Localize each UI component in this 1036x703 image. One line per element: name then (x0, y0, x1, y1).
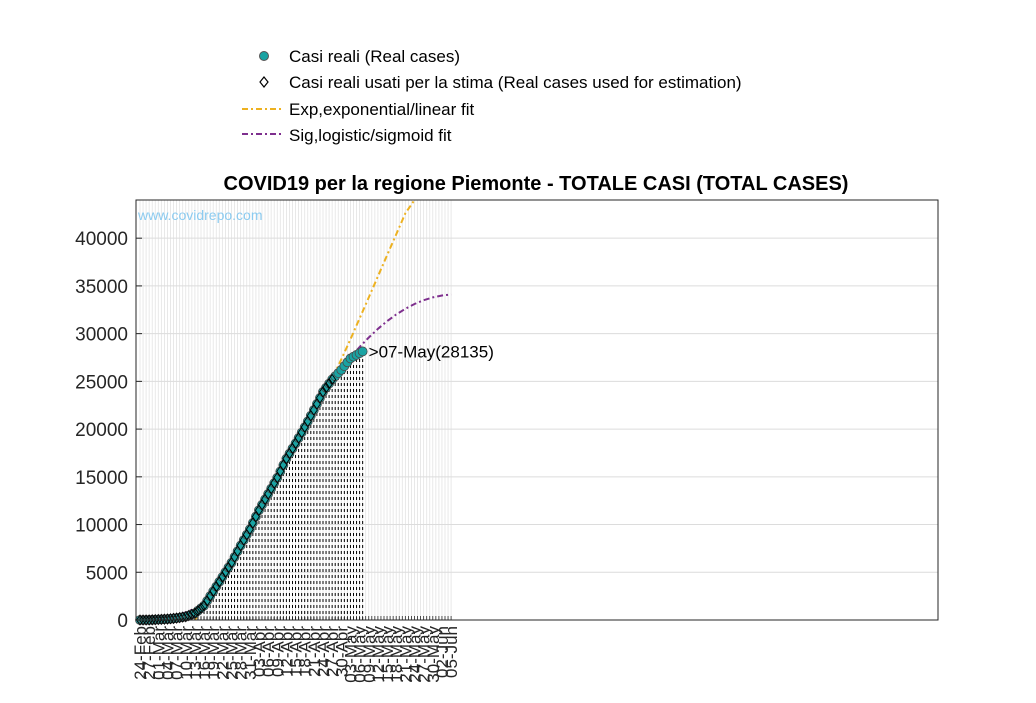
x-tick-label: 03-Apr (250, 626, 269, 677)
x-tick-label: 30-Apr (332, 626, 351, 677)
watermark: www.covidrepo.com (137, 207, 263, 223)
x-tick-label: 19-Mar (204, 626, 223, 680)
estimation-point (203, 595, 212, 607)
y-tick-label: 30000 (75, 325, 128, 346)
estimation-point (184, 609, 193, 622)
x-tick-label: 21-Apr (305, 626, 324, 677)
legend-label-exp: Exp,exponential/linear fit (289, 100, 475, 119)
estimation-point (154, 613, 163, 626)
estimation-point (169, 612, 178, 625)
real-case-point (357, 346, 368, 357)
x-tick-label: 06-May (351, 626, 370, 683)
y-tick-label: 10000 (75, 516, 128, 537)
x-tick-label: 09-May (360, 626, 379, 683)
x-tick-label: 25-Mar (223, 626, 242, 680)
x-tick-label: 04-Mar (158, 626, 177, 680)
y-tick-label: 40000 (75, 229, 128, 250)
estimation-point (172, 612, 181, 624)
estimation-point (224, 561, 233, 574)
x-tick-label: 24-Apr (314, 626, 333, 677)
x-tick-label: 15-Apr (287, 626, 306, 677)
x-tick-label: 27-May (415, 626, 434, 683)
legend-marker-estimation (259, 76, 269, 88)
legend: Casi reali (Real cases) Casi reali usati… (242, 47, 742, 145)
y-tick-label: 25000 (75, 372, 128, 393)
y-axis: 0 5000 10000 15000 20000 25000 30000 35000 40000 (75, 229, 142, 632)
estimation-point (142, 614, 151, 626)
x-tick-label: 01-Mar (149, 626, 168, 680)
estimation-point (322, 381, 331, 394)
x-tick-label: 24-May (406, 626, 425, 683)
estimation-point (318, 386, 328, 398)
estimation-point (160, 613, 169, 625)
x-tick-label: 03-May (341, 626, 360, 683)
x-tick-label: 09-Apr (268, 626, 287, 677)
chart-title: COVID19 per la regione Piemonte - TOTALE… (224, 173, 849, 195)
estimation-point (193, 604, 202, 617)
x-tick-label: 12-May (369, 626, 388, 683)
series-layer (135, 199, 452, 626)
plot-frame (135, 199, 939, 621)
x-tick-label: 27-Feb (140, 626, 159, 680)
x-tick-label: 22-Mar (213, 626, 232, 680)
estimation-point (206, 590, 215, 602)
x-tick-label: 07-Mar (168, 626, 187, 680)
x-tick-label: 27-Apr (323, 626, 342, 677)
y-tick-label: 35000 (75, 277, 128, 298)
x-tick-label: 12-Apr (277, 626, 296, 677)
estimation-point (151, 613, 160, 626)
estimation-point (196, 602, 206, 615)
x-axis: 24-Feb27-Feb01-Mar04-Mar07-Mar10-Mar13-M… (131, 616, 461, 683)
estimation-point (148, 614, 157, 626)
last-value-annotation: >07-May(28135) (369, 342, 494, 361)
estimation-point (215, 576, 224, 588)
stem-lines (182, 351, 364, 620)
x-tick-label: 18-May (387, 626, 406, 683)
estimation-point (181, 610, 190, 623)
estimation-point (166, 612, 175, 625)
estimation-point (212, 580, 221, 593)
x-tick-label: 13-Mar (186, 626, 205, 680)
estimation-point (200, 599, 209, 612)
y-tick-label: 15000 (75, 468, 128, 489)
x-tick-label: 31-Mar (241, 626, 260, 680)
x-tick-label: 24-Feb (131, 626, 150, 680)
x-tick-label: 30-May (424, 626, 443, 683)
y-tick-label: 0 (117, 611, 128, 632)
y-tick-label: 5000 (86, 563, 128, 584)
x-tick-label: 28-Mar (232, 626, 251, 680)
x-tick-label: 06-Apr (259, 626, 278, 677)
estimation-point (139, 614, 148, 626)
x-tick-label: 15-May (378, 626, 397, 683)
estimation-point (209, 585, 218, 598)
estimation-point (135, 614, 145, 626)
legend-label-real: Casi reali (Real cases) (289, 47, 460, 66)
estimation-point (145, 614, 154, 626)
x-tick-label: 02-Jun (433, 626, 452, 678)
estimation-point (328, 373, 337, 386)
y-tick-label: 20000 (75, 420, 128, 441)
x-tick-label: 16-Mar (195, 626, 214, 680)
estimation-point (325, 377, 334, 390)
legend-label-sig: Sig,logistic/sigmoid fit (289, 126, 452, 145)
estimation-point (163, 613, 172, 625)
x-tick-label: 21-May (396, 626, 415, 683)
estimation-point (218, 571, 227, 583)
legend-marker-real (259, 51, 269, 61)
x-tick-label: 18-Apr (296, 626, 315, 677)
x-tick-label: 10-Mar (177, 626, 196, 680)
estimation-point (221, 566, 230, 579)
estimation-point (175, 611, 184, 624)
estimation-point (157, 613, 166, 626)
x-tick-label: 05-Jun (442, 626, 461, 678)
legend-label-estimation: Casi reali usati per la stima (Real case… (289, 73, 742, 92)
